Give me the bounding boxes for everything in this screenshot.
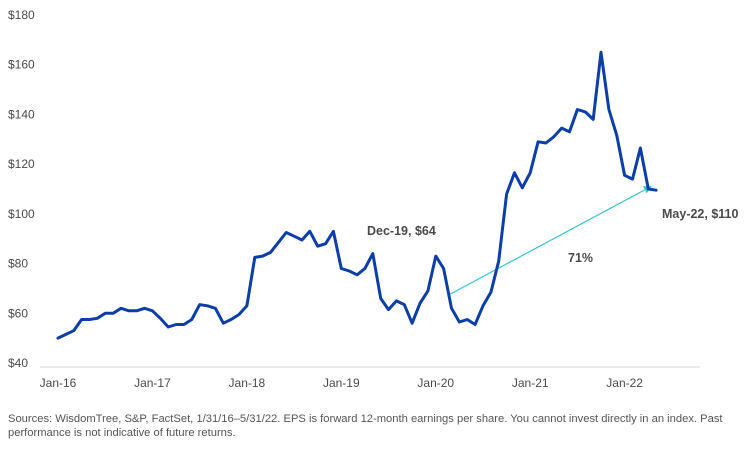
y-axis: $40 $60 $80 $100 $120 $140 $160 $180 [8,8,35,370]
growth-arrow [447,186,652,296]
y-tick-label: $180 [8,8,35,22]
x-tick-label: Jan-21 [512,376,549,390]
y-tick-label: $140 [8,107,35,121]
eps-line-chart: $40$60$80$100$120$140$160$180 Jan-16 Jan-… [8,8,738,390]
x-tick-label: Jan-18 [229,376,266,390]
y-tick-label: $80 [8,257,28,271]
x-tick-label: Jan-22 [606,376,643,390]
annotation-dec-19: Dec-19, $64 [367,224,436,238]
y-tick-label: $120 [8,157,35,171]
y-tick-label: $160 [8,58,35,72]
annotation-growth-percent: 71% [568,251,593,265]
x-tick-label: Jan-16 [40,376,77,390]
source-footnote: Sources: WisdomTree, S&P, FactSet, 1/31/… [8,413,723,439]
x-tick-label: Jan-20 [417,376,454,390]
y-tick-label: $40 [8,356,28,370]
annotation-may-22: May-22, $110 [662,207,738,221]
eps-series-line [56,50,658,340]
x-tick-label: Jan-17 [134,376,171,390]
y-tick-label: $60 [8,306,28,320]
y-tick-label: $100 [8,207,35,221]
chart-annotations: Dec-19, $64 May-22, $110 71% [367,207,738,265]
x-tick-label: Jan-19 [323,376,360,390]
x-axis: Jan-16 Jan-17 Jan-18 Jan-19 Jan-20 Jan-21 Jan-… [40,376,644,390]
